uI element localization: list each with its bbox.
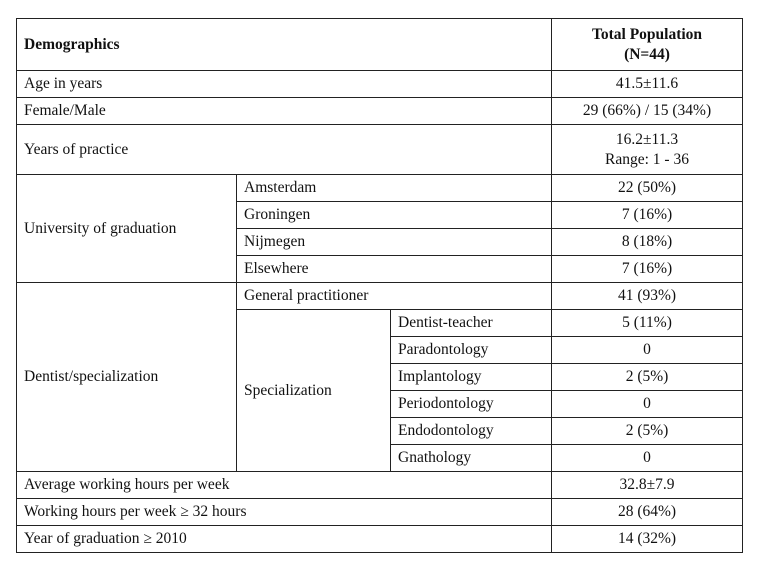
header-n: (N=44) [624,45,670,63]
item-value: 7 (16%) [551,255,743,283]
row: Elsewhere 7 (16%) [17,255,743,283]
item-label: Paradontology [390,336,552,364]
row: Working hours per week ≥ 32 hours 28 (64… [16,498,743,526]
row: Nijmegen 8 (18%) [17,228,743,256]
row-value: 28 (64%) [551,498,743,526]
row-label: Years of practice [16,124,552,175]
value-line: 16.2±11.3 [615,130,679,148]
row-value: 29 (66%) / 15 (34%) [551,97,743,125]
item-value: 5 (11%) [551,309,743,337]
header-text: Total Population [591,25,703,43]
row-label: University of graduation [16,174,237,283]
row-label: Female/Male [16,97,552,125]
item-value: 7 (16%) [551,201,743,229]
row-value: 14 (32%) [551,525,743,553]
header-row: Demographics Total Population (N=44) [16,18,743,71]
item-label: Endodontology [390,417,552,445]
value-line: Range: 1 - 36 [605,150,689,168]
item-label: Groningen [236,201,552,229]
item-label: Nijmegen [236,228,552,256]
row: Endodontology 2 (5%) [17,417,743,445]
item-label: Implantology [390,363,552,391]
item-label: General practitioner [236,282,552,310]
item-value: 41 (93%) [551,282,743,310]
row: Age in years 41.5±11.6 [16,70,743,98]
row-value: 32.8±7.9 [551,471,743,499]
row: Dentist/specialization General practitio… [16,282,743,472]
row-value: 16.2±11.3 Range: 1 - 36 [551,124,743,175]
row-label: Age in years [16,70,552,98]
item-value: 0 [551,336,743,364]
row: Average working hours per week 32.8±7.9 [16,471,743,499]
row: Implantology 2 (5%) [17,363,743,391]
row-label: Dentist/specialization [16,282,237,472]
item-value: 0 [551,444,743,472]
row: Paradontology 0 [17,336,743,364]
item-label: Gnathology [390,444,552,472]
demographics-table: Demographics Total Population (N=44) Age … [16,18,743,553]
row-label: Working hours per week ≥ 32 hours [16,498,552,526]
row: Female/Male 29 (66%) / 15 (34%) [16,97,743,125]
row-label: Average working hours per week [16,471,552,499]
item-value: 2 (5%) [551,363,743,391]
item-label: Elsewhere [236,255,552,283]
item-value: 8 (18%) [551,228,743,256]
item-label: Periodontology [390,390,552,418]
row: Groningen 7 (16%) [17,201,743,229]
row: University of graduation Amsterdam 22 (5… [16,174,743,283]
item-value: 2 (5%) [551,417,743,445]
header-population: Total Population (N=44) [551,18,743,71]
row: Specialization Dentist-teacher 5 (11%) [17,309,743,472]
sub-label: Specialization [236,309,391,472]
header-label: Demographics [16,18,552,71]
row: Years of practice 16.2±11.3 Range: 1 - 36 [16,124,743,175]
item-label: Amsterdam [236,174,552,202]
row: Gnathology 0 [17,444,743,472]
row: Year of graduation ≥ 2010 14 (32%) [16,525,743,553]
row-label: Year of graduation ≥ 2010 [16,525,552,553]
item-value: 22 (50%) [551,174,743,202]
item-label: Dentist-teacher [390,309,552,337]
row-value: 41.5±11.6 [551,70,743,98]
item-value: 0 [551,390,743,418]
